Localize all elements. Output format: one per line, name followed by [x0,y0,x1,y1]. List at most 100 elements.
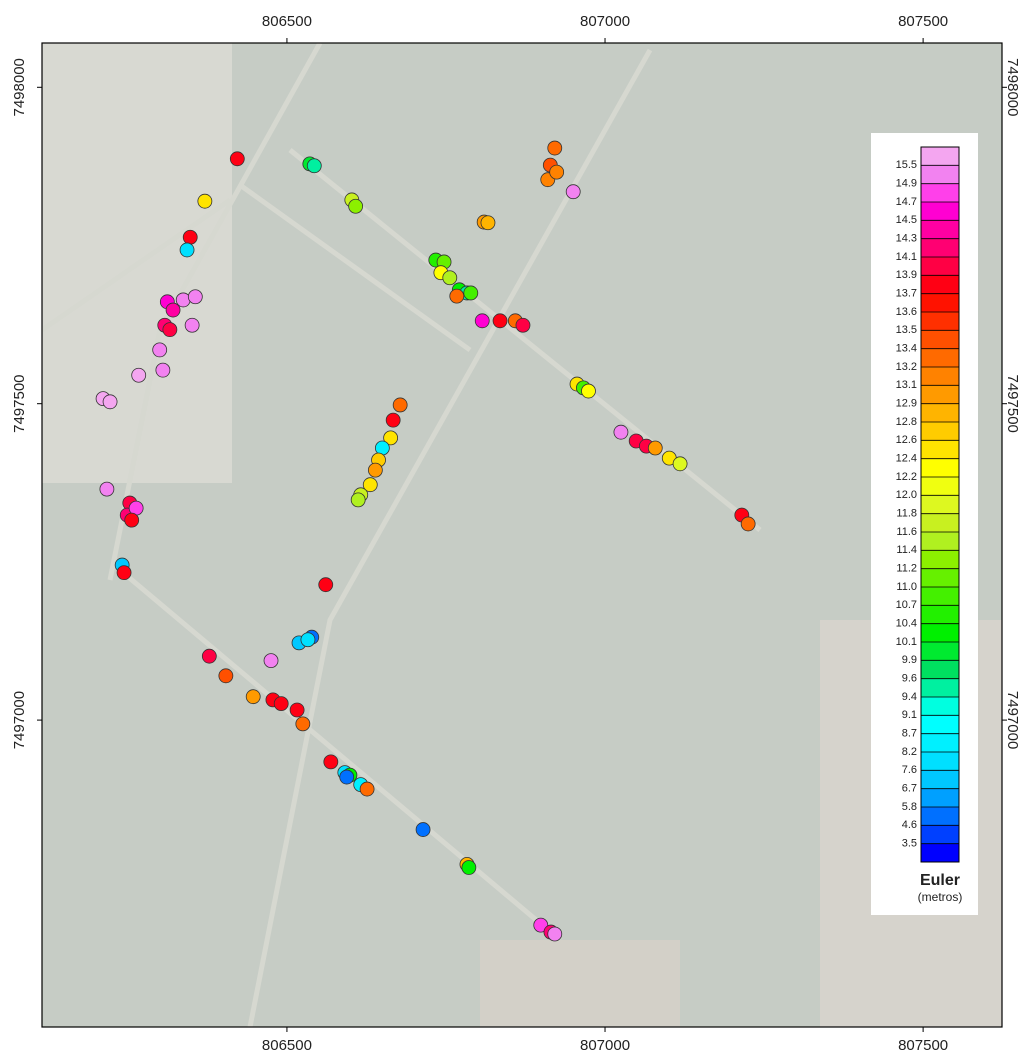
euler-point [201,648,217,664]
x-tick-label: 807500 [898,1037,948,1054]
euler-point [547,926,563,942]
y-tick-label: 7497000 [1004,691,1021,749]
color-swatch [921,550,959,569]
colorbar-unit: (metros) [918,890,963,904]
colorbar-title: Euler [920,872,960,889]
euler-point [565,184,581,200]
road [118,568,562,942]
color-swatch [921,477,959,496]
euler-point [218,668,234,684]
euler-point [672,456,688,472]
color-swatch [921,623,959,642]
euler-point [263,653,279,669]
euler-point [367,462,383,478]
euler-point [295,716,311,732]
color-swatch [921,678,959,697]
euler-point [359,781,375,797]
colorbar-label: 10.7 [896,599,917,611]
euler-point [184,317,200,333]
euler-point [415,822,431,837]
euler-point [461,860,477,875]
road [247,48,653,1027]
euler-point [492,313,508,329]
euler-point [613,424,629,440]
colorbar-label: 14.3 [896,233,917,245]
color-swatch [921,532,959,551]
colorbar-label: 13.6 [896,306,917,318]
colorbar-label: 11.2 [896,563,917,575]
x-tick-label: 807500 [898,13,948,30]
euler-point [740,516,756,532]
euler-point [289,702,305,718]
colorbar-label: 13.4 [896,343,917,355]
y-tick-label: 7498000 [1004,58,1021,116]
colorbar-label: 7.6 [902,764,917,776]
colorbar-label: 13.2 [896,361,917,373]
euler-point [197,193,213,209]
colorbar-label: 12.9 [896,398,917,410]
color-swatch [921,807,959,826]
euler-point [102,394,118,410]
euler-point [581,383,596,399]
color-swatch [921,587,959,606]
colorbar-label: 11.8 [896,508,917,520]
euler-point [131,367,147,383]
color-swatch [921,605,959,624]
euler-point [152,342,168,358]
colorbar-label: 12.2 [896,471,917,483]
colorbar-label: 14.9 [896,178,917,190]
colorbar-label: 13.1 [896,379,917,391]
euler-point [273,696,289,712]
color-swatch [921,367,959,386]
colorbar-label: 11.6 [896,526,917,538]
color-swatch [921,403,959,422]
colorbar-label: 4.6 [902,819,917,831]
euler-point [182,229,198,245]
y-tick-label: 7498000 [11,58,28,116]
euler-point [245,689,261,705]
euler-point [187,289,203,305]
colorbar-label: 9.4 [902,691,917,703]
color-swatch [921,788,959,807]
euler-point [229,151,245,167]
colorbar-label: 8.7 [902,728,917,740]
color-swatch [921,257,959,276]
plot-frame [41,42,1003,1028]
euler-point [318,577,334,593]
colorbar-label: 11.4 [896,544,917,556]
euler-point [124,512,140,528]
colorbar-label: 13.7 [896,288,917,300]
color-swatch [921,513,959,532]
colorbar-label: 13.9 [896,269,917,281]
colorbar-label: 12.4 [896,453,917,465]
euler-point [449,288,465,304]
euler-point [442,270,458,286]
basemap [42,43,1002,1027]
euler-point [300,632,316,648]
x-tick-label: 807000 [580,13,630,30]
euler-point [165,302,181,318]
y-tick-label: 7497000 [11,691,28,749]
road [238,182,472,353]
road [42,197,232,333]
color-swatch [921,733,959,752]
color-swatch [921,697,959,716]
euler-point [339,769,355,785]
euler-point [155,362,171,378]
color-swatch [921,660,959,679]
colorbar-label: 12.6 [896,434,917,446]
color-swatch [921,330,959,349]
color-swatch [921,642,959,661]
color-swatch [921,385,959,404]
colorbar-label: 15.5 [896,159,917,171]
euler-point [515,317,531,333]
euler-point [533,917,549,933]
color-swatch [921,202,959,221]
euler-point [323,754,339,770]
color-swatch [921,275,959,294]
colorbar-label: 11.0 [896,581,917,593]
colorbar-label: 12.0 [896,489,917,501]
y-tick-label: 7497500 [11,374,28,432]
euler-point [549,164,565,180]
colorbar-label: 6.7 [902,783,917,795]
